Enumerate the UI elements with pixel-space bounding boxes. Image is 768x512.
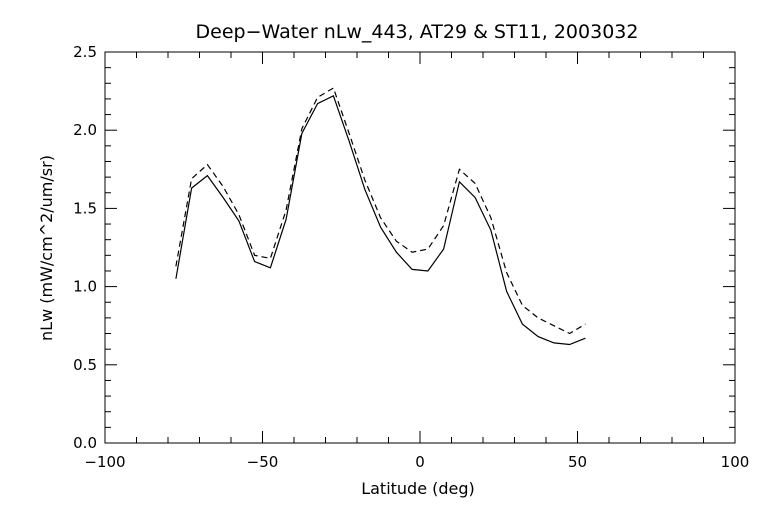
- series-lines: [175, 87, 586, 346]
- x-tick-label: 100: [721, 453, 750, 471]
- chart-title: Deep−Water nLw_443, AT29 & ST11, 2003032: [196, 21, 639, 43]
- y-axis-label: nLw (mW/cm^2/um/sr): [37, 155, 56, 341]
- x-tick-label: 0: [415, 453, 425, 471]
- y-tick-label: 0.0: [73, 434, 97, 452]
- x-axis-label: Latitude (deg): [361, 479, 475, 498]
- x-tick-label: −50: [247, 453, 279, 471]
- y-tick-label: 0.5: [73, 356, 97, 374]
- axis-tick-labels: −100 −50 0 50 100 0.0 0.5 1.0 1.5 2.0 2.5: [73, 43, 749, 471]
- axis-ticks: [104, 51, 736, 444]
- plot-frame: [104, 51, 736, 444]
- x-tick-label: −100: [84, 453, 125, 471]
- y-tick-label: 1.5: [73, 199, 97, 217]
- y-tick-label: 2.0: [73, 121, 97, 139]
- y-tick-label: 1.0: [73, 278, 97, 296]
- series-line-dashed: [175, 87, 586, 335]
- series-line-solid: [175, 94, 586, 346]
- y-tick-label: 2.5: [73, 43, 97, 61]
- x-tick-label: 50: [568, 453, 587, 471]
